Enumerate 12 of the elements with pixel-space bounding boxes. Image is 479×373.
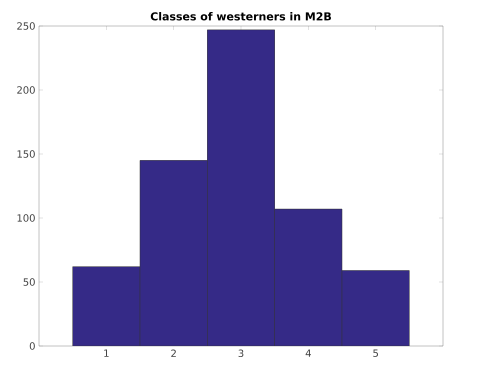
y-tick-label: 50 xyxy=(24,278,35,286)
y-tick-label: 200 xyxy=(17,86,35,94)
x-tick-label: 1 xyxy=(104,350,109,357)
x-tick-label: 4 xyxy=(306,350,311,357)
chart-title: Classes of westerners in M2B xyxy=(150,12,331,20)
x-tick-label: 2 xyxy=(171,350,176,357)
y-tick-label: 0 xyxy=(30,342,35,350)
x-tick-label: 3 xyxy=(238,350,244,358)
x-tick-label: 5 xyxy=(373,350,378,357)
y-tick-label: 100 xyxy=(18,214,35,222)
y-tick-label: 250 xyxy=(17,22,35,30)
y-tick-label: 150 xyxy=(18,150,35,158)
